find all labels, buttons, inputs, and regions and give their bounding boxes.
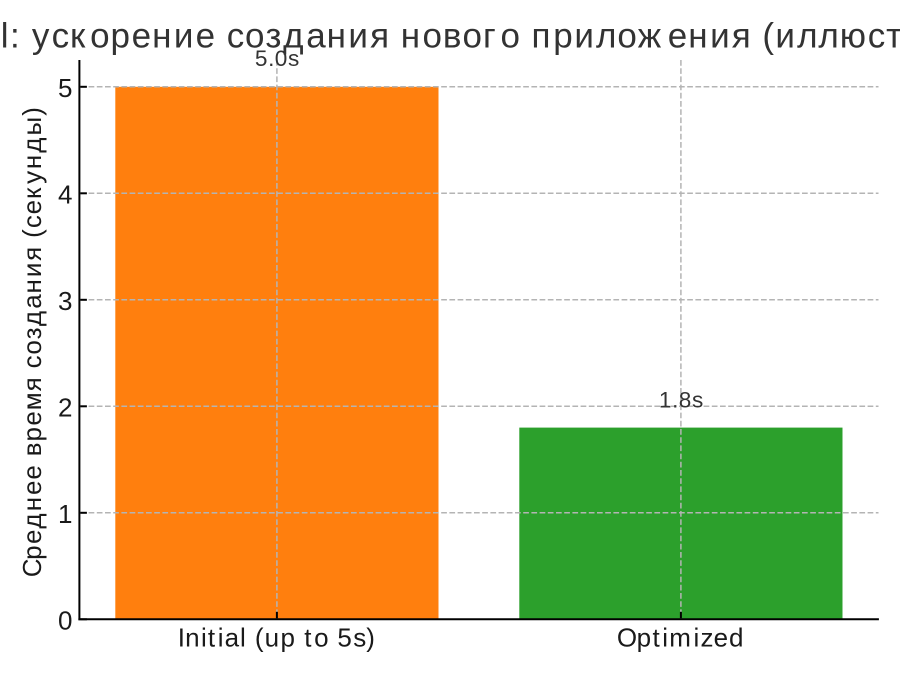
svg-text:5: 5 <box>58 73 72 103</box>
svg-text:1.8s: 1.8s <box>659 388 703 413</box>
svg-text:5.0s: 5.0s <box>255 46 299 71</box>
svg-text:1: 1 <box>58 499 72 529</box>
svg-text:l: ускорение создания нового п: l: ускорение создания нового приложения … <box>1 16 900 55</box>
svg-text:Среднее время создания (секунд: Среднее время создания (секунды) <box>17 107 47 577</box>
svg-text:4: 4 <box>58 179 72 209</box>
svg-text:3: 3 <box>58 286 72 316</box>
svg-text:0: 0 <box>58 605 72 635</box>
svg-text:Optimized: Optimized <box>617 623 744 653</box>
svg-text:Initial (up to 5s): Initial (up to 5s) <box>178 623 375 653</box>
svg-text:2: 2 <box>58 392 72 422</box>
